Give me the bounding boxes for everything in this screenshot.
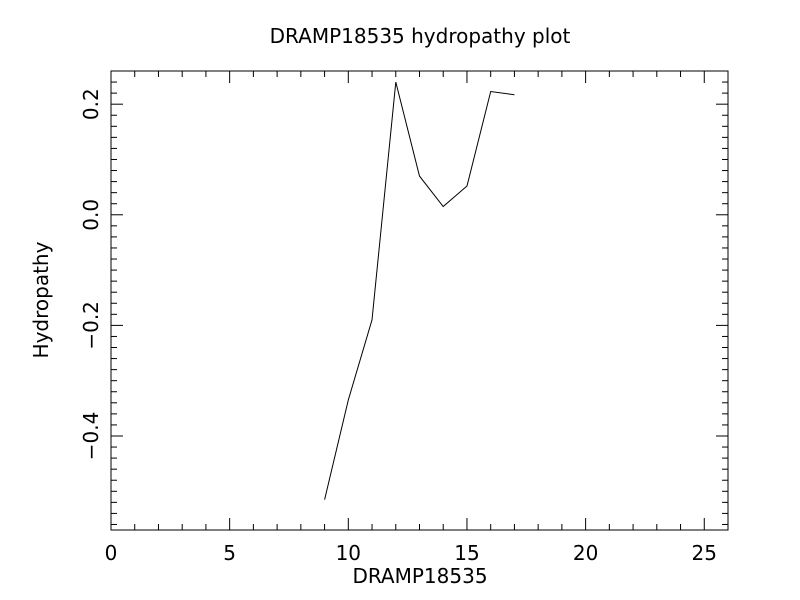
y-axis-ticks	[111, 70, 728, 525]
y-axis-tick-labels: −0.4 −0.2 0.0 0.2	[79, 88, 103, 460]
x-tick-label: 10	[336, 541, 361, 565]
x-axis-tick-labels: 0 5 10 15 20 25	[105, 541, 717, 565]
y-tick-label: 0.2	[79, 88, 103, 120]
y-tick-label: −0.4	[79, 412, 103, 461]
x-tick-label: 0	[105, 541, 118, 565]
y-axis-label: Hydropathy	[29, 241, 53, 358]
plot-frame	[110, 70, 729, 531]
x-axis-label: DRAMP18535	[352, 564, 487, 588]
y-tick-label: −0.2	[79, 301, 103, 350]
x-tick-label: 20	[573, 541, 598, 565]
chart-title: DRAMP18535 hydropathy plot	[270, 24, 571, 48]
x-tick-label: 15	[454, 541, 479, 565]
y-tick-label: 0.0	[79, 199, 103, 231]
x-tick-label: 25	[692, 541, 717, 565]
x-axis-ticks	[110, 71, 729, 530]
hydropathy-series-line	[324, 81, 515, 500]
x-tick-label: 5	[223, 541, 236, 565]
